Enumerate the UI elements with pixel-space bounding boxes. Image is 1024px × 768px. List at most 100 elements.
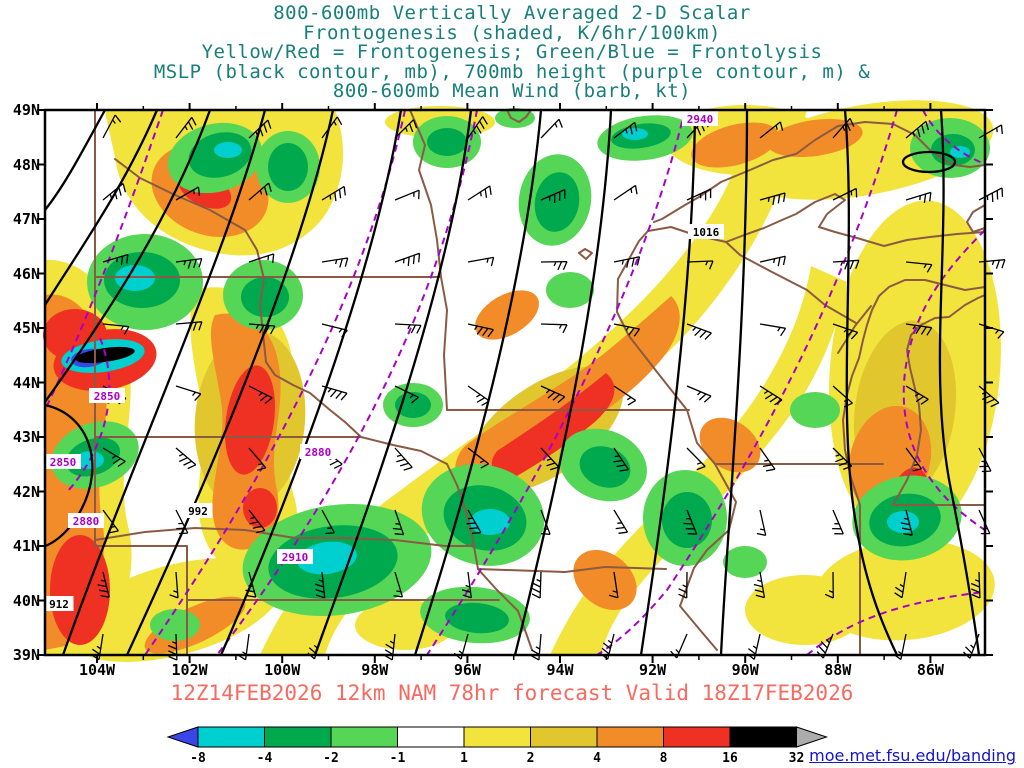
lat-label: 40N [12,591,40,610]
shading-blob [723,546,767,578]
wind-barb [686,385,712,403]
state-border [94,527,473,547]
wind-barb [832,259,860,270]
wind-barb [175,186,201,201]
wind-barb [175,385,202,402]
purple-contour-label-box [682,111,718,126]
lat-label: 44N [12,373,40,392]
black-contour-label: 992 [188,505,208,518]
wind-barb [905,447,923,472]
lat-label: 46N [12,264,40,283]
wind-barb [175,321,203,331]
wind-barb [540,385,566,404]
wind-barb [613,121,638,139]
shading-blob [691,122,779,168]
wind-barb [832,187,858,201]
shading-blob [445,602,509,634]
shading-blob [534,172,580,232]
wind-barb [467,256,495,267]
wind-barb [321,257,349,268]
wind-barb [467,385,490,407]
wind-barb [900,509,913,536]
wind-barb [394,323,422,334]
mslp-contour [44,109,212,403]
state-border [114,158,362,438]
wind-barb [394,189,420,201]
mslp-contour [901,150,957,174]
shading-blob [495,108,535,128]
contour-labels-layer: 2940 2850 2850 2880 2880 2910 1016 992 912 [44,111,724,611]
wind-barb [102,114,122,139]
title-line-3: Yellow/Red = Frontogenesis; Green/Blue =… [201,41,823,63]
purple-contour-label: 2850 [50,456,77,469]
mslp-contour [125,109,335,656]
shading-blob [622,128,648,140]
wind-barb [613,256,641,268]
shading-blob [887,511,919,533]
shading-blob [662,492,712,548]
wind-barb [756,509,767,537]
mslp-contour [44,109,159,306]
shading-blob [243,488,277,528]
state-border [578,248,593,260]
shading-blob [745,575,865,645]
black-contour-label-box [44,596,74,611]
wind-barb [540,509,551,535]
wind-barb [600,633,615,660]
wind-barb [169,571,179,599]
wind-barb [753,571,766,599]
wind-barb [467,185,492,201]
purple-contour-label: 2850 [94,390,121,403]
purple-contour-label: 2940 [687,113,714,126]
lon-label: 90W [731,661,759,679]
site-link[interactable]: moe.met.fsu.edu/banding [809,746,1016,765]
shading-blob [475,290,539,340]
title-line-1: 800-600mb Vertically Averaged 2-D Scalar [273,2,751,24]
wind-barb [683,509,698,535]
wind-barb [248,323,276,335]
wind-barb [321,385,348,401]
title-line-5: 800-600mb Mean Wind (barb, kt) [332,80,692,102]
wind-barb [248,119,272,139]
shading-blob [573,549,637,611]
wind-barb [686,447,706,471]
colorbar-tick-label: -1 [390,751,406,766]
mslp-contour [44,109,107,211]
wind-barb [248,447,267,471]
wind-barb [321,323,348,338]
wind-barb [832,509,844,535]
colorbar-arrow-left [166,726,199,748]
wind-barb [905,261,933,273]
wind-barb [832,323,859,340]
wind-barb [394,119,418,139]
state-border [892,294,986,506]
state-border [477,566,667,573]
wind-barb [102,253,129,266]
wind-barb [746,633,761,660]
wind-barb [978,124,1003,139]
lon-label: 86W [916,661,944,679]
wind-barb [540,118,563,139]
height-contour [922,109,986,165]
wind-barb [613,447,630,472]
wind-barb [314,571,326,599]
height-contour [806,591,986,656]
wind-barb [540,447,560,471]
wind-barb [759,192,786,206]
state-border [409,109,448,411]
wind-barb [394,252,421,266]
state-border [966,204,986,233]
colorbar-segment [264,726,332,748]
lat-label: 49N [12,101,40,119]
weather-map: 2940 2850 2850 2880 2880 2910 1016 992 912 [37,100,1006,663]
wind-barb [321,116,343,139]
map-area: 2940 2850 2850 2880 2880 2910 1016 992 912 [37,100,1006,663]
wind-barb [609,571,619,599]
wind-barb [613,509,629,534]
wind-barb [613,184,638,201]
purple-contour-label-box [300,444,336,459]
wind-barb [175,447,197,470]
mslp-contour [639,109,697,656]
colorbar-tick-label: 8 [660,751,668,766]
